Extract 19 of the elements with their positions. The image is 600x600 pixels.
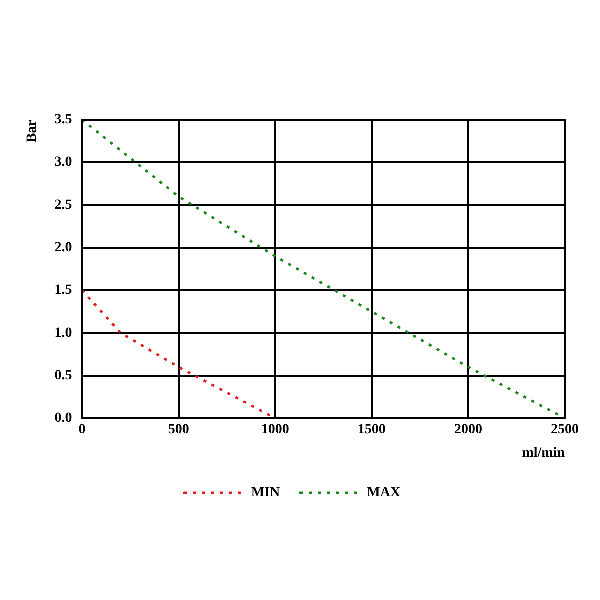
- x-tick-label: 2500: [551, 422, 579, 438]
- x-tick-label: 2000: [454, 422, 482, 438]
- y-tick-label: 0.5: [54, 368, 72, 384]
- x-tick-label: 0: [78, 422, 86, 438]
- x-tick-label: 1000: [261, 422, 290, 438]
- y-tick-label: 2.5: [54, 198, 72, 213]
- y-tick-label: 1.5: [54, 283, 72, 298]
- line-series: [82, 120, 565, 418]
- x-axis-title: ml/min: [522, 446, 566, 462]
- x-tick-label: 1500: [358, 422, 386, 438]
- y-tick-label: 3.0: [54, 155, 72, 170]
- x-tick-label: 500: [168, 422, 190, 438]
- y-tick-label: 2.0: [54, 240, 72, 256]
- y-tick-label: 3.5: [54, 112, 72, 128]
- y-tick-label: 0.0: [54, 411, 72, 426]
- legend-label: MAX: [367, 486, 401, 501]
- y-axis-title: Bar: [25, 120, 40, 143]
- legend-label: MIN: [251, 486, 280, 501]
- y-tick-label: 1.0: [54, 326, 72, 341]
